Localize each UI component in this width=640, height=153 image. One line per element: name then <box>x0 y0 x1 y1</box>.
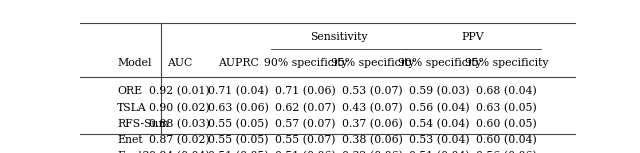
Text: 0.56 (0.06): 0.56 (0.06) <box>476 151 537 153</box>
Text: 0.55 (0.07): 0.55 (0.07) <box>275 135 336 145</box>
Text: 0.84 (0.04): 0.84 (0.04) <box>149 151 209 153</box>
Text: AUC: AUC <box>166 58 192 68</box>
Text: 0.51 (0.04): 0.51 (0.04) <box>410 151 470 153</box>
Text: 0.62 (0.07): 0.62 (0.07) <box>275 103 336 113</box>
Text: 0.32 (0.06): 0.32 (0.06) <box>342 151 403 153</box>
Text: 90% specificity: 90% specificity <box>398 58 481 68</box>
Text: 0.53 (0.04): 0.53 (0.04) <box>410 135 470 145</box>
Text: 95% specificity: 95% specificity <box>331 58 414 68</box>
Text: Enet2: Enet2 <box>117 151 150 153</box>
Text: 0.71 (0.06): 0.71 (0.06) <box>275 86 336 97</box>
Text: 0.68 (0.04): 0.68 (0.04) <box>476 86 537 97</box>
Text: 0.57 (0.07): 0.57 (0.07) <box>275 119 336 129</box>
Text: Enet: Enet <box>117 135 143 145</box>
Text: 90% specificity: 90% specificity <box>264 58 348 68</box>
Text: 95% specificity: 95% specificity <box>465 58 548 68</box>
Text: AUPRC: AUPRC <box>218 58 259 68</box>
Text: TSLA: TSLA <box>117 103 147 113</box>
Text: 0.60 (0.05): 0.60 (0.05) <box>476 119 537 129</box>
Text: Model: Model <box>117 58 152 68</box>
Text: RFS-Sum: RFS-Sum <box>117 119 169 129</box>
Text: 0.92 (0.01): 0.92 (0.01) <box>149 86 209 97</box>
Text: 0.55 (0.05): 0.55 (0.05) <box>209 135 269 145</box>
Text: 0.59 (0.03): 0.59 (0.03) <box>410 86 470 97</box>
Text: 0.53 (0.07): 0.53 (0.07) <box>342 86 403 97</box>
Text: 0.43 (0.07): 0.43 (0.07) <box>342 103 403 113</box>
Text: 0.63 (0.06): 0.63 (0.06) <box>208 103 269 113</box>
Text: PPV: PPV <box>461 32 484 42</box>
Text: 0.63 (0.05): 0.63 (0.05) <box>476 103 537 113</box>
Text: 0.54 (0.04): 0.54 (0.04) <box>410 119 470 129</box>
Text: ORE: ORE <box>117 86 142 96</box>
Text: 0.51 (0.06): 0.51 (0.06) <box>275 151 336 153</box>
Text: 0.71 (0.04): 0.71 (0.04) <box>209 86 269 97</box>
Text: Sensitivity: Sensitivity <box>310 32 367 42</box>
Text: 0.51 (0.05): 0.51 (0.05) <box>209 151 269 153</box>
Text: 0.90 (0.02): 0.90 (0.02) <box>149 103 209 113</box>
Text: 0.38 (0.06): 0.38 (0.06) <box>342 135 403 145</box>
Text: 0.37 (0.06): 0.37 (0.06) <box>342 119 403 129</box>
Text: 0.56 (0.04): 0.56 (0.04) <box>410 103 470 113</box>
Text: 0.60 (0.04): 0.60 (0.04) <box>476 135 537 145</box>
Text: 0.55 (0.05): 0.55 (0.05) <box>209 119 269 129</box>
Text: 0.88 (0.03): 0.88 (0.03) <box>148 119 210 129</box>
Text: 0.87 (0.02): 0.87 (0.02) <box>149 135 209 145</box>
